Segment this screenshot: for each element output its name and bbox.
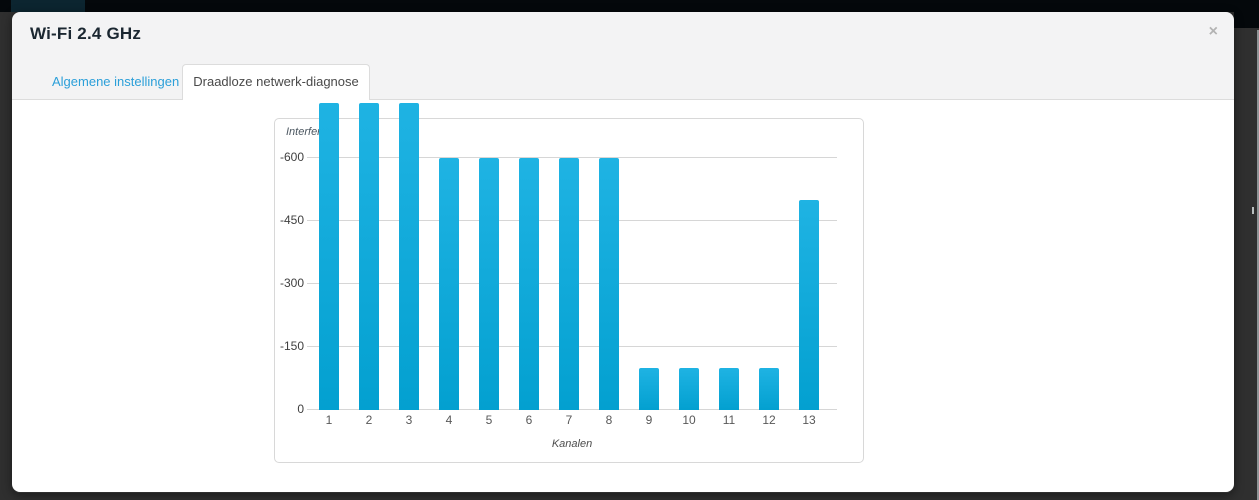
x-tick-label: 9 bbox=[645, 413, 653, 427]
x-tick-label: 13 bbox=[802, 413, 816, 427]
bar-channel-11 bbox=[719, 368, 739, 410]
bar-channel-7 bbox=[559, 158, 579, 410]
bar-channel-5 bbox=[479, 158, 499, 410]
dialog-body: Interfere Kanalen -600 -450 -300 -150 0 1 2 3 4 5… bbox=[12, 100, 1234, 492]
browser-tab-remnant bbox=[11, 0, 85, 12]
gridline bbox=[307, 157, 837, 158]
interference-chart-panel: Interfere Kanalen -600 -450 -300 -150 0 1 2 3 4 5… bbox=[274, 103, 864, 463]
close-icon[interactable]: × bbox=[1208, 23, 1218, 40]
chart-x-axis-label: Kanalen bbox=[551, 438, 593, 450]
bar-channel-1 bbox=[319, 103, 339, 410]
x-tick-label: 2 bbox=[365, 413, 373, 427]
tab-wireless-diagnostics[interactable]: Draadloze netwerk-diagnose bbox=[182, 64, 370, 100]
scrollbar[interactable] bbox=[1257, 30, 1259, 500]
tab-general-settings[interactable]: Algemene instellingen bbox=[52, 74, 180, 89]
chart-y-axis-label: Interfere bbox=[286, 126, 327, 138]
y-tick-label: -300 bbox=[279, 276, 304, 290]
x-tick-label: 6 bbox=[525, 413, 533, 427]
x-tick-label: 4 bbox=[445, 413, 453, 427]
scrollbar-marker bbox=[1252, 207, 1254, 214]
x-tick-label: 12 bbox=[762, 413, 776, 427]
bar-channel-4 bbox=[439, 158, 459, 410]
x-tick-label: 11 bbox=[722, 413, 736, 427]
dialog-title: Wi-Fi 2.4 GHz bbox=[30, 24, 142, 43]
x-tick-label: 8 bbox=[605, 413, 613, 427]
bar-channel-8 bbox=[599, 158, 619, 410]
y-tick-label: 0 bbox=[297, 402, 304, 416]
bar-channel-6 bbox=[519, 158, 539, 410]
bar-channel-2 bbox=[359, 103, 379, 410]
y-tick-label: -600 bbox=[279, 150, 304, 164]
x-tick-label: 10 bbox=[682, 413, 696, 427]
bar-channel-12 bbox=[759, 368, 779, 410]
y-tick-label: -150 bbox=[279, 339, 304, 353]
browser-topbar bbox=[0, 0, 1259, 12]
wifi-dialog: Wi-Fi 2.4 GHz × Algemene instellingen Dr… bbox=[12, 12, 1234, 493]
x-tick-label: 3 bbox=[405, 413, 413, 427]
y-tick-label: -450 bbox=[279, 213, 304, 227]
dialog-header: Wi-Fi 2.4 GHz × Algemene instellingen Dr… bbox=[12, 12, 1234, 100]
bar-channel-9 bbox=[639, 368, 659, 410]
topbar-right-corner bbox=[1234, 0, 1259, 28]
bar-channel-10 bbox=[679, 368, 699, 410]
bar-channel-13 bbox=[799, 200, 819, 410]
bar-channel-3 bbox=[399, 103, 419, 410]
x-tick-label: 5 bbox=[485, 413, 493, 427]
x-tick-label: 1 bbox=[325, 413, 333, 427]
x-tick-label: 7 bbox=[565, 413, 573, 427]
